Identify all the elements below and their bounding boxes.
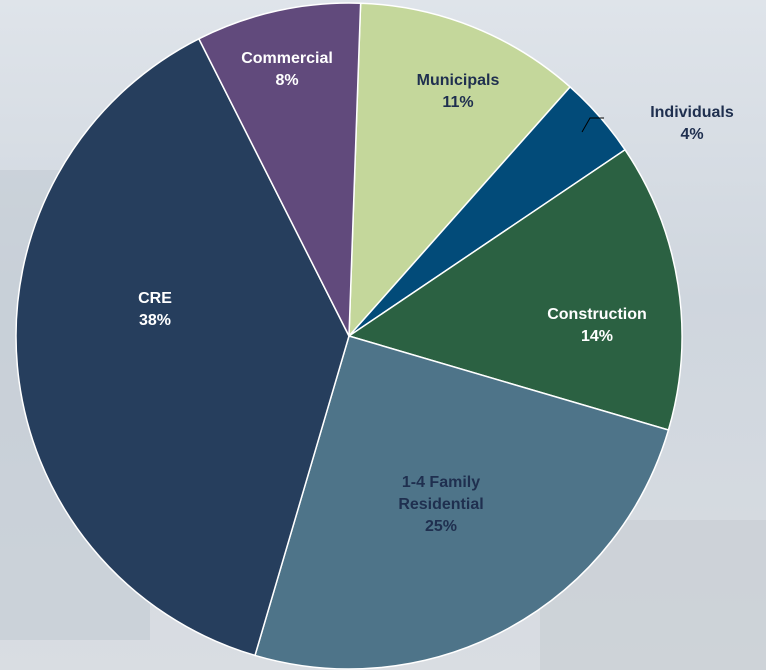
value-label: 25% bbox=[386, 516, 496, 538]
value-label: 4% bbox=[622, 124, 762, 146]
category-label: Municipals bbox=[388, 70, 528, 92]
value-label: 11% bbox=[388, 92, 528, 114]
page: Municipals11% Individuals4% Construction14… bbox=[0, 0, 766, 670]
category-label: Construction bbox=[527, 304, 667, 326]
category-label: CRE bbox=[85, 288, 225, 310]
category-label: 1-4 Family Residential bbox=[386, 472, 496, 516]
value-label: 8% bbox=[217, 70, 357, 92]
category-label: Commercial bbox=[217, 48, 357, 70]
value-label: 38% bbox=[85, 310, 225, 332]
category-label: Individuals bbox=[622, 102, 762, 124]
value-label: 14% bbox=[527, 326, 667, 348]
